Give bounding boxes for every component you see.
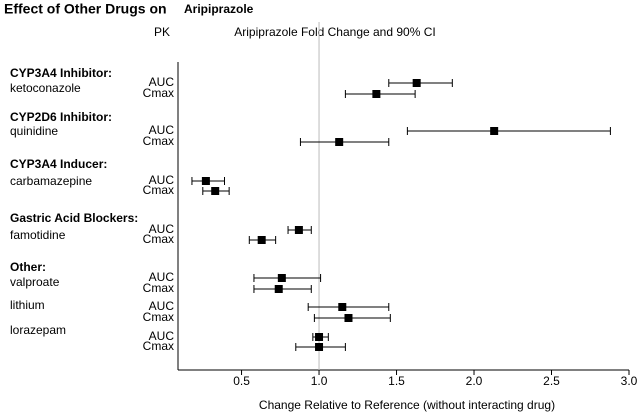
pk-label: Cmax [143,86,174,100]
drug-label: famotidine [10,228,66,242]
x-tick-label: 3.0 [621,374,638,388]
pk-label: AUC [149,329,175,343]
pk-label: AUC [149,270,175,284]
drug-label: lorazepam [10,323,66,337]
group-label: Other: [10,260,46,274]
pk-label: AUC [149,173,175,187]
point-estimate [335,138,344,146]
drug-label: valproate [10,275,60,289]
x-tick-label: 2.5 [543,374,560,388]
pk-label: Cmax [143,232,174,246]
point-estimate [315,333,324,341]
x-axis-label: Change Relative to Reference (without in… [259,398,555,412]
pk-label: Cmax [143,339,174,353]
pk-label: Cmax [143,183,174,197]
drug-label: quinidine [10,124,58,138]
drug-label: carbamazepine [10,174,92,188]
point-estimate [274,285,283,293]
point-estimate [257,236,266,244]
x-tick-label: 1.0 [311,374,328,388]
group-label: CYP3A4 Inhibitor: [10,66,112,80]
chart-title: Effect of Other Drugs on [4,1,167,17]
point-estimate [490,127,499,135]
chart-title-drug: Aripiprazole [184,2,254,16]
drug-label: lithium [10,298,45,312]
pk-label: AUC [149,299,175,313]
pk-header: PK [154,25,170,39]
plot-header: Aripiprazole Fold Change and 90% CI [234,25,435,39]
point-estimate [372,90,381,98]
x-tick-label: 1.5 [388,374,405,388]
x-tick-label: 2.0 [466,374,483,388]
pk-label: AUC [149,123,175,137]
point-estimate [315,343,324,351]
point-estimate [201,177,210,185]
point-estimate [338,303,347,311]
pk-label: Cmax [143,134,174,148]
pk-label: AUC [149,75,175,89]
point-estimate [294,226,303,234]
drug-label: ketoconazole [10,81,81,95]
x-tick-label: 0.5 [233,374,250,388]
group-label: Gastric Acid Blockers: [10,211,138,225]
pk-label: Cmax [143,281,174,295]
point-estimate [344,314,353,322]
pk-label: AUC [149,222,175,236]
point-estimate [211,187,220,195]
pk-label: Cmax [143,310,174,324]
group-label: CYP2D6 Inhibitor: [10,110,112,124]
group-label: CYP3A4 Inducer: [10,157,107,171]
point-estimate [277,274,286,282]
point-estimate [412,79,421,87]
